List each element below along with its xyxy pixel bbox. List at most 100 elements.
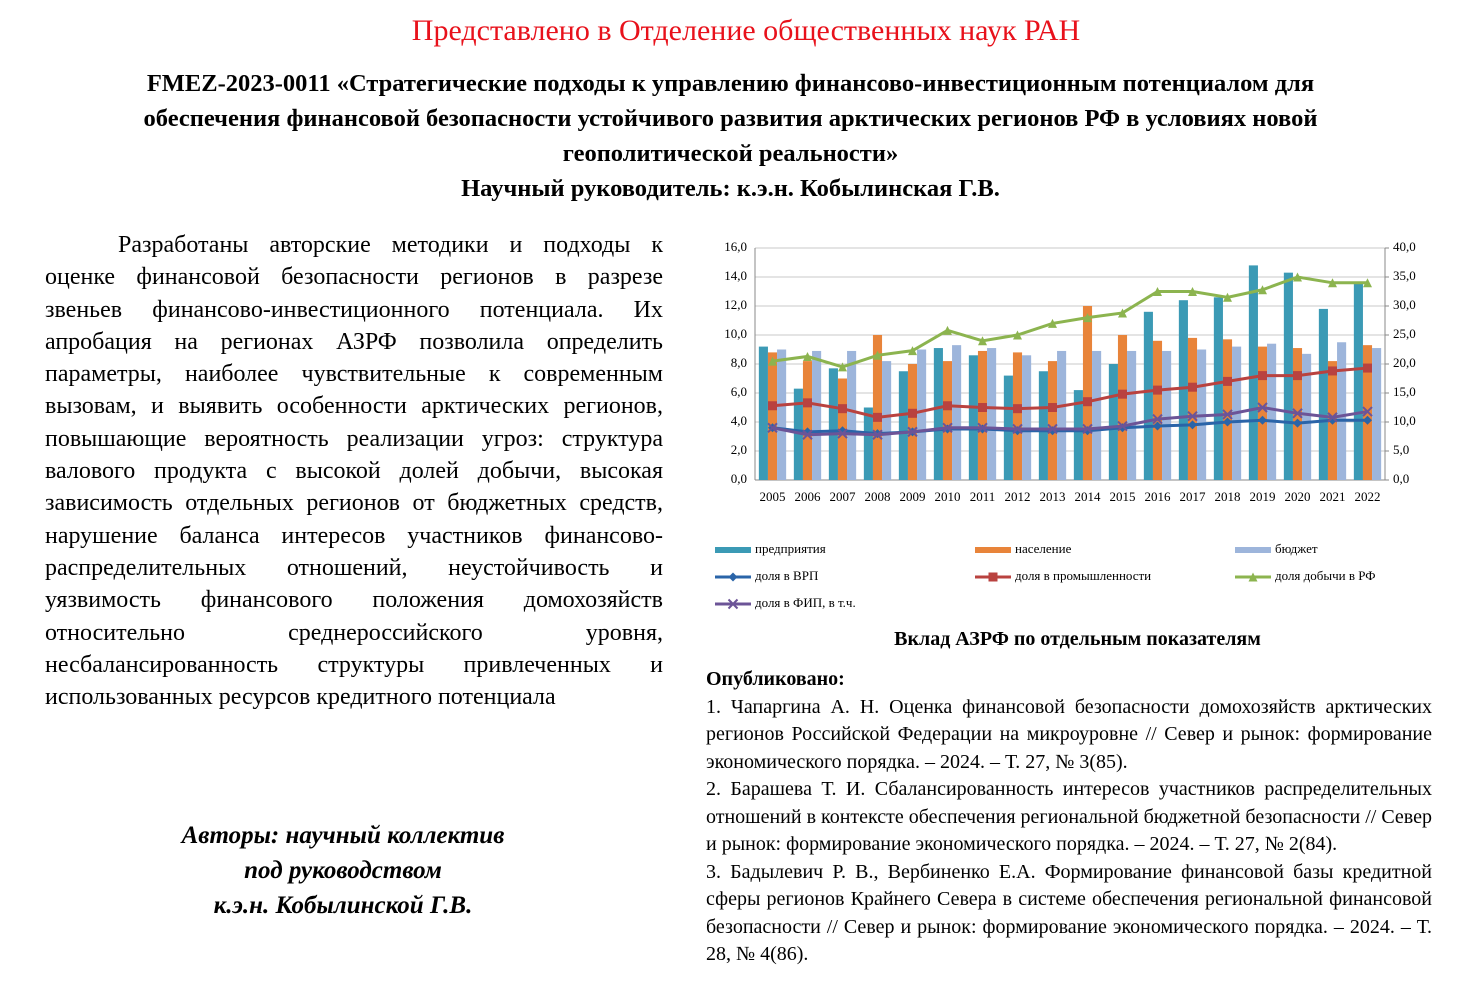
bar: [1222, 339, 1233, 480]
line-marker: [1362, 406, 1373, 417]
line-marker: [1082, 423, 1093, 435]
title-line: геополитической реальности»: [562, 140, 899, 167]
line-marker: [803, 351, 812, 361]
legend-marker: [728, 572, 738, 582]
authors-line: Авторы: научный коллектив: [181, 822, 505, 849]
line-marker: [1117, 420, 1128, 432]
line-marker: [1118, 423, 1127, 433]
line-marker: [1188, 420, 1197, 430]
bar: [1372, 348, 1382, 480]
x-tick-label: 2010: [935, 489, 961, 504]
publication: 1. Чапаргина А. Н. Оценка финансовой без…: [706, 695, 1432, 773]
line-marker: [872, 429, 883, 440]
bar: [1082, 306, 1093, 480]
bar: [1012, 352, 1023, 480]
y2-tick-label: 5,0: [1393, 442, 1409, 457]
line-marker: [838, 404, 847, 414]
line-marker: [1328, 278, 1337, 288]
authors: Авторы: научный коллектив под руководств…: [100, 818, 586, 923]
bar: [917, 349, 927, 480]
line-marker: [943, 325, 952, 335]
line-marker: [977, 422, 988, 434]
publication: 3. Бадылевич Р. В., Вербиненко Е.А. Форм…: [706, 860, 1432, 966]
y-tick-label: 0,0: [731, 471, 747, 486]
bar: [1127, 350, 1137, 480]
line-marker: [1048, 318, 1057, 328]
line-marker: [1258, 415, 1267, 425]
bar: [987, 348, 997, 480]
line-marker: [873, 412, 882, 422]
line-marker: [978, 336, 987, 346]
line: [772, 405, 1368, 437]
legend-marker: [727, 598, 739, 610]
y-tick-label: 14,0: [724, 268, 747, 283]
bar: [802, 361, 813, 480]
line-marker: [1223, 417, 1232, 427]
line: [772, 366, 1368, 419]
bar: [828, 368, 838, 480]
bar: [847, 350, 857, 480]
line-marker: [1363, 278, 1372, 288]
y-tick-label: 8,0: [731, 355, 747, 370]
bar: [977, 350, 988, 480]
line-marker: [1048, 403, 1057, 412]
line-marker: [908, 346, 917, 356]
bar: [942, 361, 953, 480]
line-marker: [1257, 402, 1268, 413]
bar: [1302, 353, 1312, 480]
y2-tick-label: 10,0: [1393, 413, 1416, 428]
y2-tick-label: 25,0: [1393, 326, 1416, 341]
line-marker: [1118, 389, 1127, 399]
legend-label: доля в ВРП: [755, 568, 818, 583]
line-marker: [1013, 404, 1022, 414]
line-marker: [1258, 371, 1267, 381]
x-tick-label: 2005: [760, 489, 786, 504]
line-marker: [908, 408, 917, 418]
x-tick-label: 2014: [1075, 489, 1102, 504]
line-marker: [838, 426, 847, 436]
y2-tick-label: 35,0: [1393, 268, 1416, 283]
bar: [933, 348, 943, 480]
bar: [812, 350, 822, 480]
bar: [968, 355, 978, 480]
line-marker: [1223, 376, 1232, 386]
line-marker: [1293, 371, 1302, 381]
legend-marker: [988, 572, 998, 582]
line-marker: [1012, 423, 1023, 435]
bar: [1117, 335, 1128, 480]
bar: [952, 345, 962, 480]
legend-label: доля в ФИП, в т.ч.: [755, 595, 856, 610]
line-marker: [768, 401, 777, 411]
chart-caption: Вклад АЗРФ по отдельным показателям: [894, 628, 1261, 650]
y2-tick-label: 40,0: [1393, 239, 1416, 254]
y-tick-label: 10,0: [724, 326, 747, 341]
x-tick-label: 2007: [830, 489, 857, 504]
bar: [1248, 265, 1258, 480]
title-line: обеспечения финансовой безопасности усто…: [143, 105, 1318, 132]
bar: [872, 335, 883, 480]
bar: [1108, 364, 1118, 480]
bar: [1143, 311, 1153, 480]
authors-line: к.э.н. Кобылинской Г.В.: [213, 892, 473, 919]
x-tick-label: 2008: [865, 489, 891, 504]
bar: [1092, 350, 1102, 480]
x-tick-label: 2019: [1250, 489, 1276, 504]
bar: [1267, 343, 1277, 480]
line-marker: [1153, 385, 1162, 395]
legend-marker: [1248, 572, 1258, 582]
line-marker: [1363, 363, 1372, 373]
y2-tick-label: 0,0: [1393, 471, 1409, 486]
bar: [1152, 340, 1163, 480]
bar: [1337, 342, 1347, 480]
title-line: FMEZ-2023-0011 «Стратегические подходы к…: [146, 70, 1315, 97]
line-marker: [1188, 287, 1197, 296]
bar: [1353, 282, 1363, 480]
supervisor: Научный руководитель: к.э.н. Кобылинская…: [461, 175, 1000, 202]
legend-label: доля добычи в РФ: [1275, 568, 1376, 583]
x-tick-label: 2018: [1215, 489, 1241, 504]
bar: [777, 349, 787, 480]
line-marker: [768, 356, 777, 366]
publications: Опубликовано: 1. Чапаргина А. Н. Оценка …: [706, 666, 1432, 969]
legend-swatch: [975, 547, 1011, 553]
